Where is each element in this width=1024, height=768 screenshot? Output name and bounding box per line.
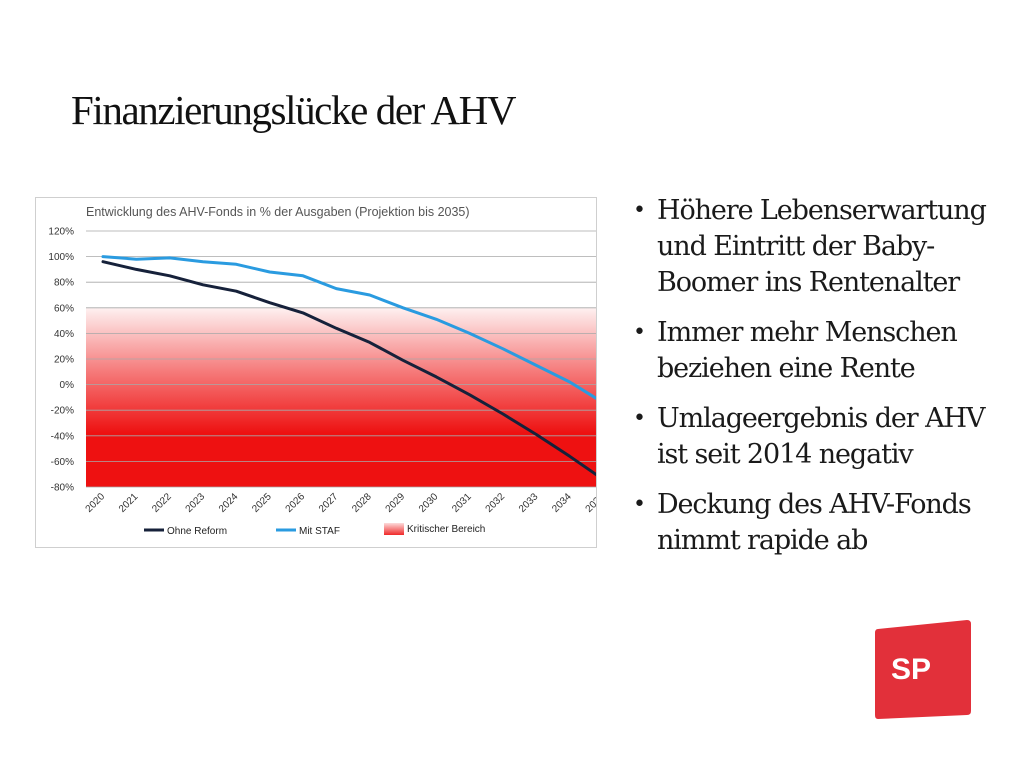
y-tick-label: -80% bbox=[51, 483, 74, 494]
bullet-item: Immer mehr Menschen beziehen eine Rente bbox=[633, 315, 1013, 387]
x-tick-label: 2027 bbox=[317, 491, 341, 515]
legend-swatch-critical bbox=[384, 523, 404, 535]
x-tick-label: 2030 bbox=[417, 491, 441, 515]
sp-logo-text: SP bbox=[891, 653, 931, 686]
y-tick-label: -20% bbox=[51, 406, 74, 417]
y-axis: 120% 100% 80% 60% 40% 20% 0% -20% -40% -60% -80% bbox=[48, 227, 74, 494]
bullet-item: Deckung des AHV-Fonds nimmt rapide ab bbox=[633, 487, 1013, 559]
x-axis: 2020 2021 2022 2023 2024 2025 2026 2027 2028 2029… bbox=[84, 491, 596, 515]
x-tick-label: 2032 bbox=[484, 491, 508, 515]
sp-logo: SP bbox=[875, 620, 971, 719]
x-tick-label: 2022 bbox=[150, 491, 174, 515]
bullet-item: Umlageergebnis der AHV ist seit 2014 neg… bbox=[633, 401, 1013, 473]
y-tick-label: 60% bbox=[54, 303, 74, 314]
y-tick-label: 20% bbox=[54, 355, 74, 366]
y-tick-label: 100% bbox=[48, 252, 74, 263]
x-tick-label: 2035 bbox=[584, 491, 596, 515]
x-tick-label: 2031 bbox=[450, 491, 474, 515]
critical-zone bbox=[86, 307, 596, 487]
legend-label-mit-staf: Mit STAF bbox=[299, 526, 340, 537]
x-tick-label: 2023 bbox=[184, 491, 208, 515]
chart-title: Entwicklung des AHV-Fonds in % der Ausga… bbox=[86, 205, 470, 219]
x-tick-label: 2026 bbox=[284, 491, 308, 515]
y-tick-label: 120% bbox=[48, 227, 74, 238]
series-line-mit-staf bbox=[101, 255, 596, 400]
sp-logo-shape bbox=[875, 620, 971, 719]
x-tick-label: 2021 bbox=[117, 491, 141, 515]
legend-label-ohne-reform: Ohne Reform bbox=[167, 526, 227, 537]
y-tick-label: -40% bbox=[51, 431, 74, 442]
series-line-ohne-reform bbox=[101, 260, 596, 477]
x-tick-label: 2034 bbox=[550, 491, 574, 515]
y-tick-label: 0% bbox=[60, 380, 75, 391]
y-tick-label: -60% bbox=[51, 457, 74, 468]
legend-label-critical: Kritischer Bereich bbox=[407, 524, 485, 535]
chart-svg: Entwicklung des AHV-Fonds in % der Ausga… bbox=[48, 205, 596, 537]
x-tick-label: 2020 bbox=[84, 491, 108, 515]
x-tick-label: 2028 bbox=[350, 491, 374, 515]
x-tick-label: 2024 bbox=[217, 491, 241, 515]
chart-series bbox=[101, 255, 596, 477]
y-tick-label: 80% bbox=[54, 278, 74, 289]
x-tick-label: 2033 bbox=[517, 491, 541, 515]
chart-legend: Ohne Reform Mit STAF Kritischer Bereich bbox=[144, 523, 485, 537]
bullet-item: Höhere Lebenserwartung und Eintritt der … bbox=[633, 193, 1013, 301]
x-tick-label: 2029 bbox=[384, 491, 408, 515]
slide-title: Finanzierungslücke der AHV bbox=[71, 87, 516, 133]
x-tick-label: 2025 bbox=[250, 491, 274, 515]
y-tick-label: 40% bbox=[54, 329, 74, 340]
bullet-list: Höhere Lebenserwartung und Eintritt der … bbox=[633, 193, 1013, 573]
fund-development-chart: Entwicklung des AHV-Fonds in % der Ausga… bbox=[35, 197, 597, 548]
